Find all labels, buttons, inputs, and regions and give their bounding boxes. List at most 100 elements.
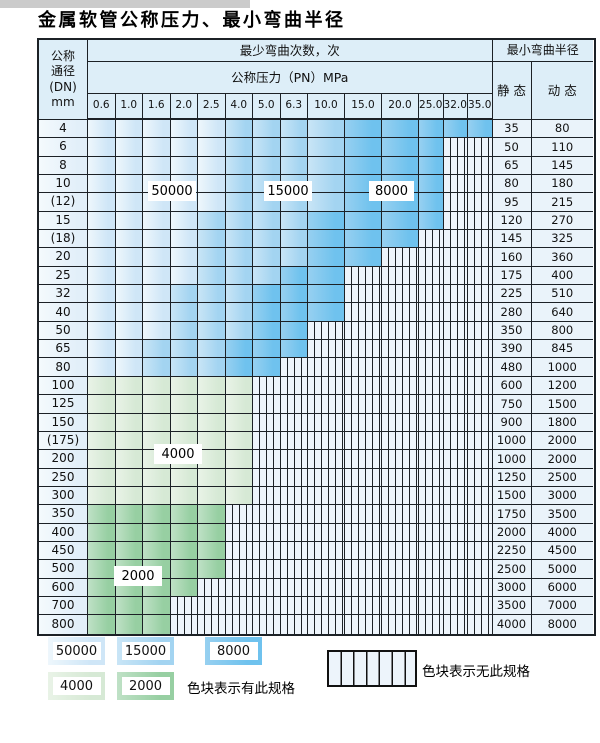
header-pressure-value: 4.0: [225, 94, 253, 120]
spec-cell-unavailable: [308, 541, 345, 561]
spec-cell-unavailable: [253, 578, 281, 597]
spec-cell-unavailable: [280, 523, 308, 542]
spec-cell-unavailable: [443, 523, 468, 542]
spec-cell: [115, 523, 143, 542]
static-radius-value: 80: [492, 175, 532, 194]
static-radius-value: 900: [492, 413, 532, 432]
spec-cell-unavailable: [345, 321, 382, 341]
spec-cell-unavailable: [468, 615, 493, 634]
spec-cell-unavailable: [308, 596, 345, 616]
spec-cell: [419, 156, 444, 176]
spec-cell: [280, 285, 308, 304]
spec-cell: [198, 560, 226, 579]
static-radius-value: 225: [492, 285, 532, 304]
spec-cell-unavailable: [253, 541, 281, 561]
spec-cell-unavailable: [443, 285, 468, 304]
dynamic-radius-value: 215: [531, 193, 593, 212]
spec-cell-unavailable: [280, 486, 308, 506]
static-radius-value: 3500: [492, 596, 532, 616]
spec-cell: [170, 578, 198, 597]
spec-cell-unavailable: [468, 156, 493, 176]
spec-cell: [280, 138, 308, 157]
spec-cell: [115, 285, 143, 304]
spec-cell: [170, 266, 198, 286]
spec-cell: [280, 156, 308, 176]
spec-cell-unavailable: [308, 468, 345, 487]
spec-cell: [198, 486, 226, 506]
spec-cell: [143, 321, 171, 341]
spec-cell: [143, 615, 171, 634]
spec-cell-unavailable: [468, 321, 493, 341]
spec-cell: [143, 505, 171, 524]
spec-cell: [143, 285, 171, 304]
spec-cell-unavailable: [468, 230, 493, 249]
spec-cell-unavailable: [468, 376, 493, 396]
spec-cell: [280, 120, 308, 139]
spec-cell-unavailable: [198, 578, 226, 597]
spec-cell: [115, 468, 143, 487]
spec-cell: [253, 303, 281, 322]
static-radius-value: 3000: [492, 578, 532, 597]
header-pressure-value: 2.0: [170, 94, 198, 120]
dn-label: (12): [39, 193, 88, 212]
spec-cell: [198, 376, 226, 396]
spec-cell-unavailable: [382, 248, 419, 267]
spec-cell: [88, 560, 116, 579]
spec-cell-unavailable: [308, 413, 345, 432]
spec-cell-unavailable: [443, 486, 468, 506]
header-dn-line: 通径: [50, 64, 75, 79]
spec-cell: [170, 211, 198, 231]
dn-label: (175): [39, 431, 88, 451]
spec-cell-unavailable: [280, 431, 308, 451]
spec-cell-unavailable: [345, 560, 382, 579]
spec-cell: [345, 120, 382, 139]
spec-cell-unavailable: [280, 560, 308, 579]
spec-cell-unavailable: [443, 615, 468, 634]
spec-cell-unavailable: [308, 578, 345, 597]
spec-cell: [88, 395, 116, 414]
spec-cell: [198, 156, 226, 176]
spec-cell: [170, 358, 198, 377]
spec-cell-unavailable: [468, 193, 493, 212]
spec-cell: [143, 486, 171, 506]
spec-cell: [419, 138, 444, 157]
spec-cell: [225, 340, 253, 359]
dynamic-radius-value: 270: [531, 211, 593, 231]
dn-label: 800: [39, 615, 88, 634]
static-radius-value: 600: [492, 376, 532, 396]
spec-cell: [308, 193, 345, 212]
spec-cell-unavailable: [345, 395, 382, 414]
legend-swatch-label: 15000: [121, 642, 170, 660]
spec-cell: [88, 486, 116, 506]
spec-cell: [225, 193, 253, 212]
spec-cell: [198, 248, 226, 267]
spec-cell: [225, 486, 253, 506]
header-pressure-value: 1.6: [143, 94, 171, 120]
spec-cell: [88, 248, 116, 267]
spec-cell-unavailable: [280, 450, 308, 469]
static-radius-value: 2250: [492, 541, 532, 561]
spec-cell: [143, 523, 171, 542]
spec-cell: [419, 193, 444, 212]
spec-cell-unavailable: [419, 560, 444, 579]
spec-cell: [345, 138, 382, 157]
spec-cell-unavailable: [253, 450, 281, 469]
spec-cell-unavailable: [443, 560, 468, 579]
spec-cell: [143, 156, 171, 176]
zone-label-15000: 15000: [264, 181, 312, 201]
spec-cell: [143, 395, 171, 414]
spec-cell: [198, 193, 226, 212]
header-pressure-title: 公称压力（PN）MPa: [88, 62, 493, 94]
spec-cell-unavailable: [468, 266, 493, 286]
legend-swatch-label: 50000: [52, 642, 101, 660]
spec-cell-unavailable: [468, 578, 493, 597]
spec-cell: [225, 450, 253, 469]
header-pressure-value: 10.0: [308, 94, 345, 120]
spec-cell-unavailable: [225, 596, 253, 616]
dynamic-radius-value: 5000: [531, 560, 593, 579]
legend-swatch-4000: 4000: [48, 672, 105, 700]
spec-cell-unavailable: [382, 431, 419, 451]
spec-cell: [225, 211, 253, 231]
static-radius-value: 280: [492, 303, 532, 322]
spec-cell-unavailable: [382, 486, 419, 506]
